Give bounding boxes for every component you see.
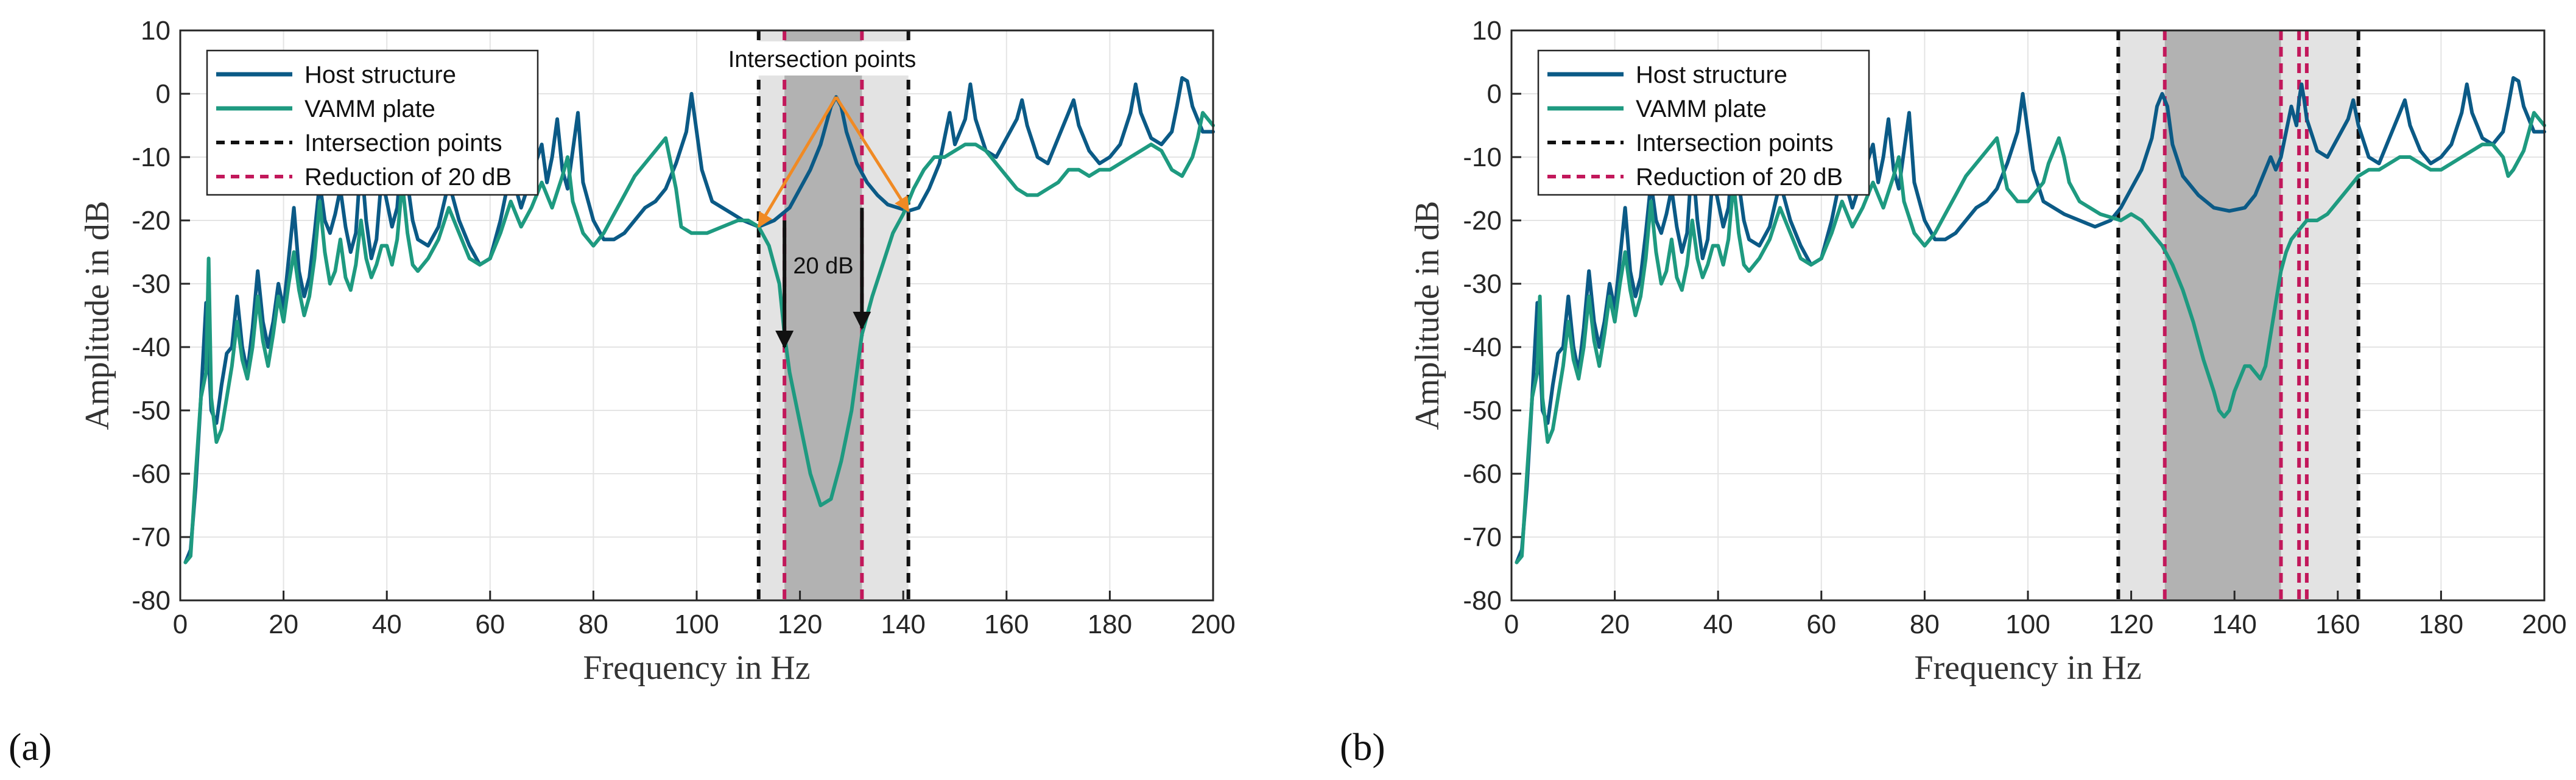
x-tick-label: 140: [2212, 610, 2256, 639]
legend-label-intersection: Intersection points: [1636, 130, 1834, 156]
x-tick-label: 40: [372, 610, 402, 639]
axis-ticks: 0 20 40 60 80 100 120 140 160 180 200100-10-20-30-…: [132, 16, 1235, 639]
annotation-label-background: [703, 41, 941, 76]
legend-label-intersection: Intersection points: [304, 130, 502, 156]
shaded-bands: [2118, 30, 2359, 600]
y-tick-label: -10: [132, 142, 171, 172]
y-tick-label: -20: [132, 206, 171, 236]
x-axis-label: Frequency in Hz: [1914, 649, 2141, 687]
y-tick-label: 0: [156, 79, 171, 109]
y-tick-label: -10: [1463, 142, 1502, 172]
series-group: [1515, 76, 2546, 564]
x-tick-label: 200: [2522, 610, 2566, 639]
intersection-annotation-label: Intersection points: [728, 47, 916, 72]
x-tick-label: 0: [173, 610, 188, 639]
x-tick-label: 0: [1504, 610, 1519, 639]
shade-band-inner: [2164, 30, 2281, 600]
legend-label-reduction: Reduction of 20 dB: [1636, 164, 1843, 191]
x-tick-label: 140: [881, 610, 925, 639]
annotations: Intersection points 20 dB: [703, 41, 941, 349]
axis-ticks: 0 20 40 60 80 100 120 140 160 180 200100-10-20-30-…: [1463, 16, 2566, 639]
x-tick-label: 120: [778, 610, 822, 639]
vertical-marker-lines: [2116, 30, 2360, 600]
y-tick-label: 10: [141, 16, 171, 46]
panel-label-a: (a): [9, 725, 52, 768]
series-line-vamm-plate: [1515, 111, 2546, 564]
y-axis-label: Amplitude in dB: [79, 201, 116, 430]
x-tick-label: 160: [984, 610, 1029, 639]
legend: Host structure VAMM plate Intersection p…: [1537, 49, 1870, 196]
x-tick-label: 160: [2315, 610, 2360, 639]
x-tick-label: 100: [674, 610, 719, 639]
y-tick-label: -70: [132, 522, 171, 552]
legend-label-vamm: VAMM plate: [304, 96, 435, 122]
y-axis-label: Amplitude in dB: [1409, 201, 1446, 430]
y-tick-label: 10: [1472, 16, 1502, 46]
y-tick-label: 0: [1487, 79, 1502, 109]
series-line-host-structure: [1515, 76, 2546, 564]
x-axis-label: Frequency in Hz: [583, 649, 810, 687]
x-tick-label: 80: [1910, 610, 1940, 639]
legend-label-host: Host structure: [1636, 61, 1787, 88]
y-tick-label: -20: [1463, 206, 1502, 236]
series-group: [183, 76, 1215, 564]
y-tick-label: -80: [1463, 586, 1502, 616]
y-tick-label: -30: [132, 269, 171, 299]
intersection-arrow: [834, 96, 910, 213]
y-tick-label: -70: [1463, 522, 1502, 552]
series-line-host-structure: [183, 76, 1215, 564]
y-tick-label: -60: [132, 459, 171, 489]
x-tick-label: 20: [269, 610, 298, 639]
y-tick-label: -60: [1463, 459, 1502, 489]
x-tick-label: 20: [1600, 610, 1630, 639]
x-tick-label: 180: [2419, 610, 2463, 639]
y-tick-label: -80: [132, 586, 171, 616]
x-tick-label: 60: [1806, 610, 1836, 639]
chart-panel-b: 0 20 40 60 80 100 120 140 160 180 200100-10-20-30-…: [1340, 16, 2567, 768]
legend-label-host: Host structure: [304, 61, 456, 88]
intersection-arrow: [757, 96, 838, 228]
x-tick-label: 180: [1088, 610, 1132, 639]
y-tick-label: -30: [1463, 269, 1502, 299]
series-line-vamm-plate: [183, 111, 1215, 564]
legend-label-vamm: VAMM plate: [1636, 96, 1767, 122]
x-tick-label: 100: [2005, 610, 2050, 639]
y-tick-label: -40: [132, 332, 171, 362]
x-tick-label: 60: [475, 610, 505, 639]
legend: Host structure VAMM plate Intersection p…: [206, 49, 539, 196]
x-tick-label: 80: [579, 610, 608, 639]
y-tick-label: -40: [1463, 332, 1502, 362]
panel-label-b: (b): [1340, 725, 1385, 768]
y-tick-label: -50: [1463, 396, 1502, 426]
x-tick-label: 40: [1703, 610, 1733, 639]
chart-panel-a: Intersection points 20 dB 0 20 40 60 80 100 12…: [9, 16, 1236, 768]
x-tick-label: 120: [2109, 610, 2153, 639]
y-tick-label: -50: [132, 396, 171, 426]
legend-label-reduction: Reduction of 20 dB: [304, 164, 512, 191]
reduction-annotation-label: 20 dB: [793, 253, 853, 279]
x-tick-label: 200: [1191, 610, 1235, 639]
